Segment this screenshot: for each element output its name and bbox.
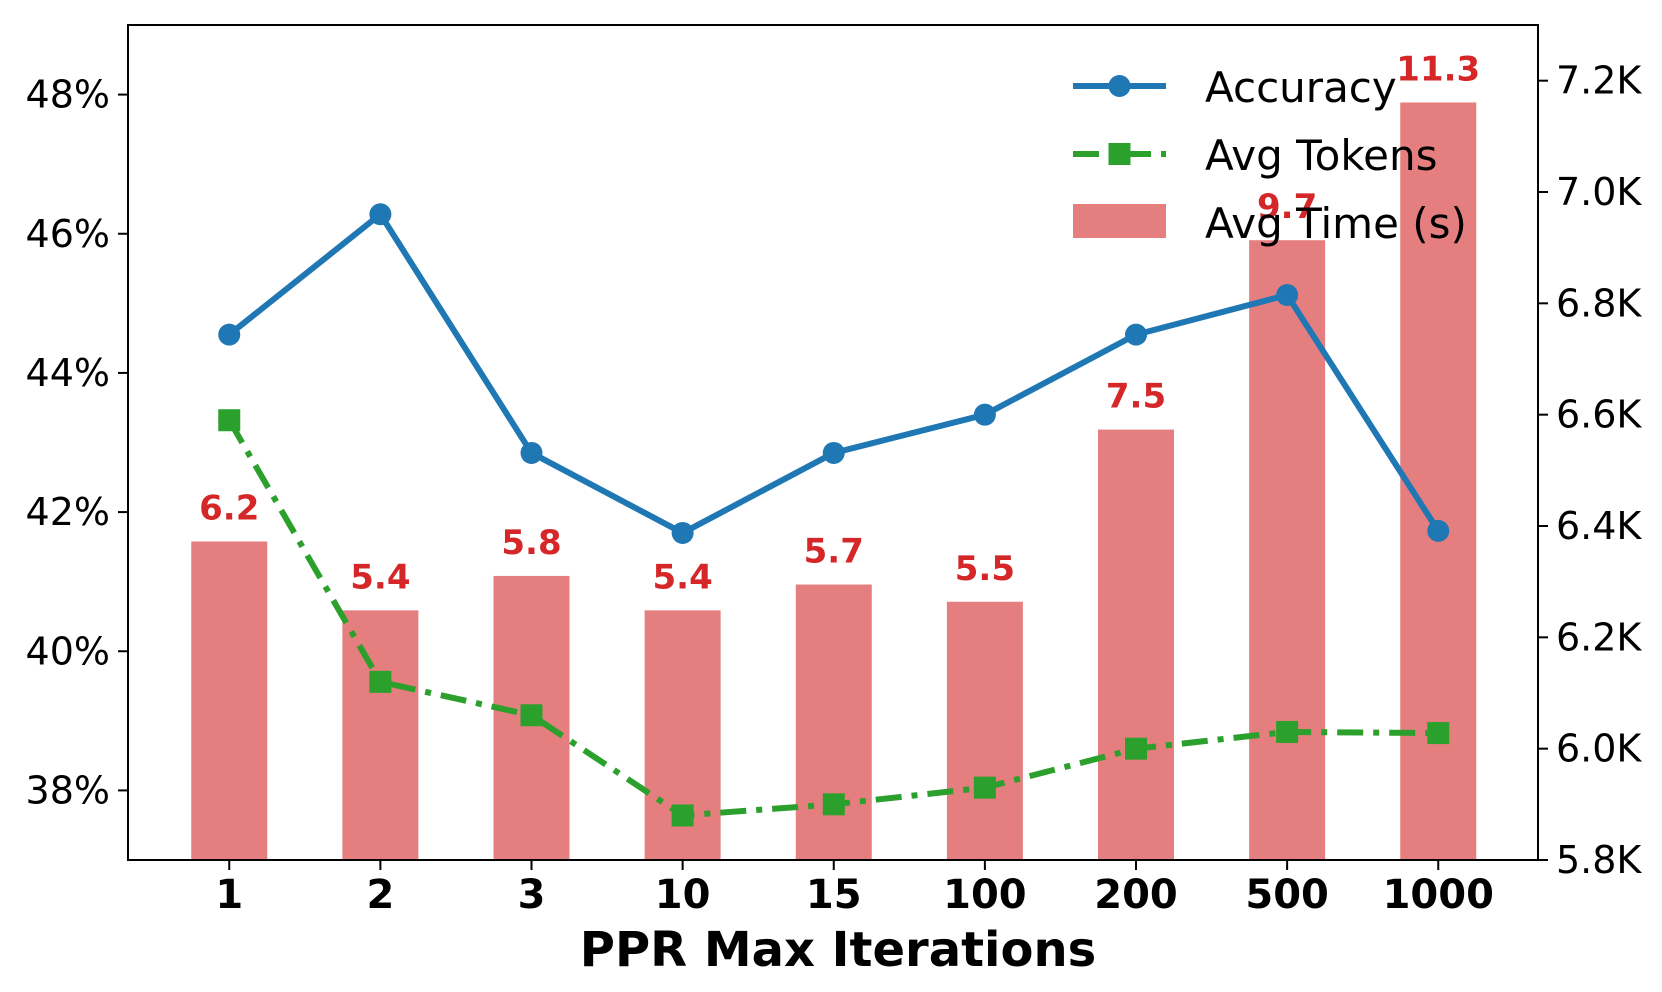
legend-accuracy-marker [1108,75,1131,97]
bar [1249,240,1326,861]
right-y-tick-label: 7.0K [1556,170,1642,214]
legend-tokens-label: Avg Tokens [1205,131,1438,180]
avg-tokens-point [1427,722,1450,745]
accuracy-point [369,203,392,226]
x-tick-label: 200 [1094,872,1178,918]
x-tick-label: 10 [655,872,711,918]
left-y-tick-label: 44% [26,351,110,395]
right-y-tick-label: 6.2K [1556,615,1642,659]
avg-tokens-point [1276,720,1299,743]
x-tick-label: 100 [943,872,1027,918]
right-y-tick-label: 7.2K [1556,59,1642,103]
avg-tokens-point [218,409,241,432]
accuracy-point [822,441,845,464]
bar [946,601,1023,860]
left-y-tick-label: 42% [26,490,110,534]
bar [1098,429,1175,860]
legend-time-swatch [1073,204,1166,238]
left-y-tick-label: 46% [26,212,110,256]
bar-label: 5.7 [804,532,864,572]
accuracy-point [671,521,694,544]
right-y-axis: 5.8K 6.0K 6.2K 6.4K 6.6K 6.8K 7.0K 7.2K [1538,59,1642,882]
x-tick-label: 1000 [1383,872,1494,918]
bar-label: 5.8 [501,523,561,563]
avg-tokens-series [218,409,1450,827]
accuracy-point [218,323,241,346]
legend-time-label: Avg Time (s) [1205,199,1467,248]
right-y-tick-label: 5.8K [1556,838,1642,882]
bar [191,541,268,860]
avg-tokens-point [671,804,694,827]
left-y-tick-label: 40% [26,629,110,673]
bar-label: 5.5 [955,549,1015,589]
bar-label: 5.4 [653,557,713,597]
x-axis-title: PPR Max Iterations [580,922,1096,978]
bar-label: 11.3 [1396,49,1480,89]
bar-label: 7.5 [1106,377,1166,417]
x-tick-label: 1 [215,872,243,918]
bar [795,584,872,860]
right-y-tick-label: 6.0K [1556,727,1642,771]
accuracy-point [973,403,996,426]
avg-tokens-point [369,670,392,693]
avg-tokens-point [520,704,543,727]
bar-label: 9.7 [1257,187,1317,227]
legend-accuracy-label: Accuracy [1205,63,1397,112]
bar [342,610,419,860]
bar-label-group: 6.2 5.4 5.8 5.4 5.7 5.5 7.5 9.7 11.3 [199,49,1480,597]
right-y-tick-label: 6.6K [1556,393,1642,437]
x-tick-label: 500 [1245,872,1329,918]
accuracy-point [520,441,543,464]
x-axis: 1 2 3 10 15 100 200 500 1000 [215,860,1494,918]
right-y-tick-label: 6.8K [1556,281,1642,325]
avg-tokens-point [822,793,845,816]
left-y-tick-label: 48% [26,73,110,117]
right-y-tick-label: 6.4K [1556,504,1642,548]
legend-tokens-marker [1108,143,1131,165]
x-tick-label: 2 [366,872,394,918]
avg-tokens-point [1125,737,1148,760]
accuracy-point [1427,519,1450,542]
x-tick-label: 15 [806,872,862,918]
accuracy-series [218,203,1450,544]
accuracy-point [1125,323,1148,346]
bar-label: 6.2 [199,488,259,528]
x-tick-label: 3 [518,872,546,918]
avg-tokens-point [973,776,996,799]
accuracy-point [1276,283,1299,306]
left-y-tick-label: 38% [26,768,110,812]
legend: Accuracy Avg Tokens Avg Time (s) [1073,63,1467,248]
left-y-axis: 38% 40% 42% 44% 46% 48% [26,73,128,812]
bar-label: 5.4 [350,557,410,597]
